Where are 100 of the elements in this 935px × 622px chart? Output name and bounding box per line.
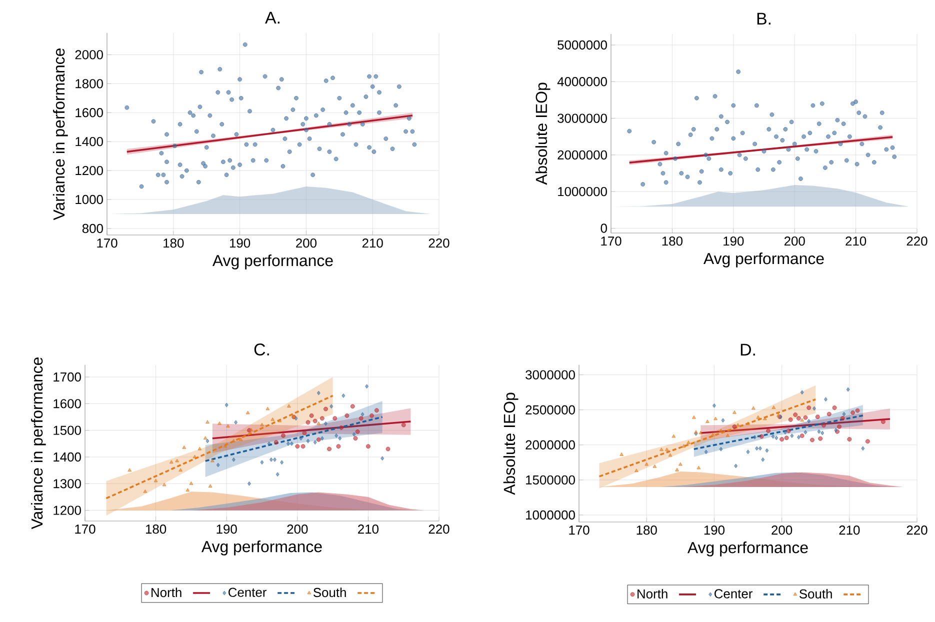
- x-tick-label: 220: [906, 236, 928, 246]
- point: [796, 416, 801, 420]
- point: [712, 403, 716, 408]
- x-tick-label: 190: [724, 236, 744, 246]
- point: [824, 397, 828, 402]
- point: [706, 420, 710, 423]
- chart-title: B.: [757, 12, 770, 24]
- point: [881, 420, 886, 424]
- y-tick-label: 1200: [54, 506, 81, 515]
- point: [370, 413, 374, 418]
- legend-label: South: [313, 588, 346, 598]
- point: [776, 413, 780, 417]
- point: [286, 441, 290, 446]
- point: [175, 458, 179, 462]
- point: [336, 444, 341, 449]
- point: [682, 444, 686, 448]
- point: [154, 478, 158, 482]
- point: [320, 436, 324, 441]
- point: [210, 458, 214, 462]
- point: [339, 425, 344, 430]
- point: [660, 448, 664, 452]
- x-tick-label: 220: [428, 238, 450, 248]
- point: [353, 436, 358, 441]
- point: [755, 446, 758, 451]
- x-tick-label: 210: [362, 238, 383, 248]
- point: [223, 444, 228, 448]
- legend-label: South: [799, 588, 832, 598]
- x-tick-label: 200: [296, 238, 317, 248]
- point: [224, 402, 228, 408]
- point: [820, 430, 824, 436]
- y-axis-title: Absolute IEOp: [503, 392, 518, 495]
- point: [771, 434, 775, 439]
- legend-label: Center: [714, 589, 753, 598]
- y-tick-label: 1500: [54, 426, 81, 435]
- x-tick-label: 190: [230, 238, 250, 248]
- y-tick-label: 1500000: [526, 475, 575, 485]
- x-tick-label: 170: [569, 526, 590, 535]
- point: [355, 429, 360, 434]
- point: [732, 424, 737, 429]
- x-tick-label: 180: [662, 236, 683, 246]
- point: [810, 438, 814, 442]
- point: [270, 417, 275, 421]
- point: [675, 468, 679, 472]
- point: [842, 412, 846, 416]
- point: [327, 446, 332, 452]
- y-tick-label: 3000000: [526, 370, 575, 380]
- point: [286, 404, 291, 408]
- y-tick-label: 1000: [76, 194, 103, 204]
- point: [726, 434, 730, 437]
- x-tick-label: 190: [216, 524, 237, 534]
- y-tick-label: 1000000: [526, 510, 575, 520]
- point: [273, 457, 276, 462]
- point: [309, 413, 314, 418]
- point: [664, 448, 669, 452]
- x-tick-label: 170: [75, 524, 96, 534]
- y-tick-label: 2000: [75, 50, 103, 60]
- point: [401, 422, 406, 428]
- point: [812, 406, 816, 411]
- point: [280, 460, 284, 465]
- point: [274, 440, 278, 445]
- point: [324, 406, 328, 412]
- point: [266, 406, 270, 410]
- point: [698, 430, 703, 434]
- point: [751, 406, 756, 410]
- x-tick-label: 190: [704, 526, 725, 535]
- point: [198, 446, 202, 450]
- point: [784, 436, 789, 440]
- point: [300, 444, 306, 449]
- y-tick-label: 2000000: [526, 440, 575, 450]
- point: [360, 412, 364, 417]
- point: [758, 446, 762, 451]
- x-tick-label: 210: [839, 526, 860, 535]
- point: [678, 462, 682, 466]
- x-axis-title: Avg performance: [687, 542, 808, 556]
- y-tick-label: 800: [82, 224, 103, 234]
- y-axis-title: Variance in performance: [52, 48, 68, 220]
- point: [714, 416, 718, 420]
- point: [246, 410, 250, 414]
- point: [208, 484, 212, 488]
- point: [822, 423, 826, 428]
- point: [861, 446, 865, 451]
- point: [206, 420, 210, 424]
- x-tick-label: 180: [164, 238, 184, 248]
- point: [267, 441, 271, 446]
- point: [800, 434, 804, 438]
- point: [281, 433, 286, 438]
- point: [232, 457, 236, 462]
- point: [386, 446, 390, 452]
- point: [295, 444, 300, 449]
- point: [746, 422, 750, 426]
- point: [793, 412, 798, 417]
- point: [320, 416, 324, 421]
- point: [128, 468, 132, 472]
- y-tick-label: 3000000: [558, 114, 607, 123]
- point: [634, 468, 638, 472]
- point: [330, 404, 334, 409]
- point: [652, 464, 657, 468]
- point: [837, 424, 842, 429]
- point: [620, 452, 624, 456]
- y-tick-label: 1000000: [558, 186, 607, 196]
